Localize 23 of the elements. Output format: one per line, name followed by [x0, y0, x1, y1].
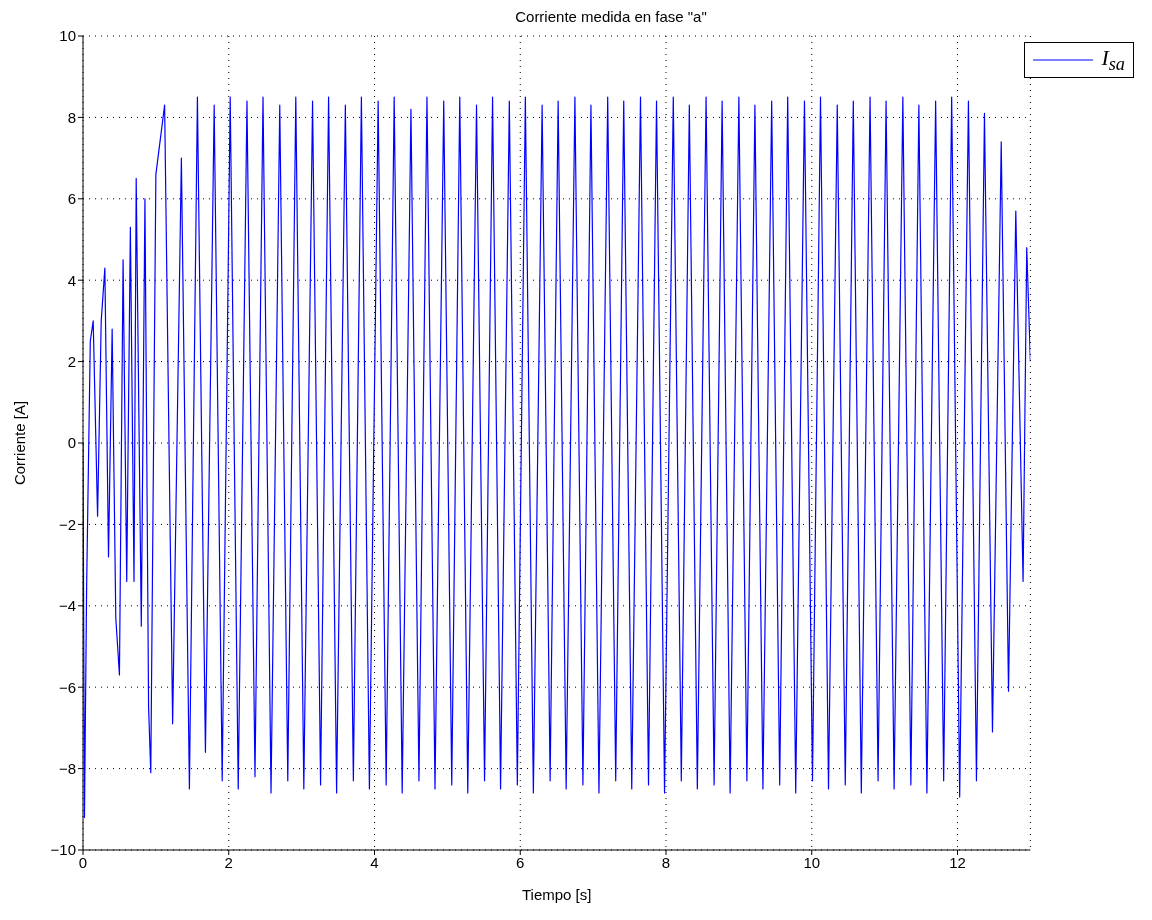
x-tick-label: 12: [949, 853, 966, 871]
y-tick-label: 4: [67, 271, 76, 289]
x-axis-title: Tiempo [s]: [521, 886, 592, 903]
y-tick-label: −8: [58, 759, 76, 777]
x-tick-label: 2: [224, 853, 233, 871]
y-tick-label: 0: [67, 434, 76, 452]
y-tick-label: −2: [58, 515, 76, 533]
x-tick-label: 0: [78, 853, 88, 871]
x-tick-label: 8: [661, 853, 671, 871]
y-tick-label: 2: [67, 352, 76, 370]
x-tick-label: 4: [370, 853, 379, 871]
chart-title: Corriente medida en fase "a": [514, 8, 708, 27]
y-tick-label: 6: [67, 190, 76, 208]
line-series: [83, 96, 1031, 819]
y-tick-label: −10: [50, 841, 76, 859]
x-tick-label: 6: [516, 853, 525, 871]
legend-label: I$_{sa}$: [1101, 45, 1125, 76]
y-tick-label: −6: [58, 678, 76, 696]
x-tick-label: 10: [803, 853, 821, 871]
y-tick-label: −4: [58, 597, 76, 615]
y-tick-label: 10: [59, 27, 76, 45]
y-tick-label: 8: [67, 108, 76, 126]
y-axis-title: Corriente [A]: [11, 400, 29, 486]
